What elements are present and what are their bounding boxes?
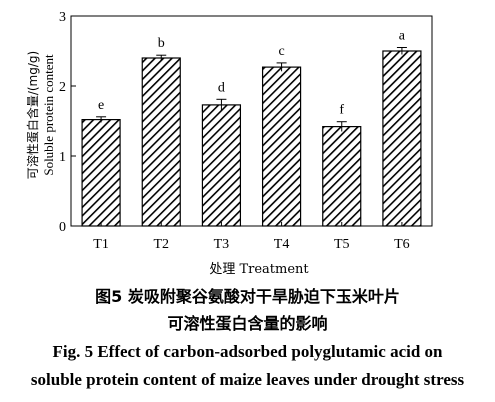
y-axis-label-chinese: 可溶性蛋白含量/(mg/g) [25,51,40,179]
x-axis-ticks: T1 T2 T3 T4 T5 T6 [93,222,410,252]
plot-frame [70,15,433,227]
significance-label-T1: e [98,98,104,113]
significance-label-T3: d [218,80,225,95]
y-tick-label: 1 [59,150,66,165]
bar-T2 [141,57,181,227]
caption-cn-line1: 图5 炭吸附聚谷氨酸对干旱胁迫下玉米叶片 [95,287,400,306]
plot-border [70,15,433,227]
bar-T6 [382,50,422,227]
caption-en-line2: soluble protein content of maize leaves … [30,370,465,389]
significance-label-T6: a [399,29,406,44]
x-tick-label-T3: T3 [214,237,230,252]
x-tick-label-T2: T2 [153,237,169,252]
caption-en-line1: Fig. 5 Effect of carbon-adsorbed polyglu… [52,342,443,361]
significance-label-T5: f [339,103,344,118]
x-tick-label-T5: T5 [334,237,350,252]
y-tick-label: 2 [59,80,66,95]
x-axis-label: 处理 Treatment [209,262,309,277]
significance-label-T4: c [278,44,284,59]
x-tick-label-T6: T6 [394,237,410,252]
y-tick-label: 3 [59,10,66,25]
error-bars [96,47,407,132]
caption-cn-line2: 可溶性蛋白含量的影响 [167,314,328,333]
bar-T1 [81,118,121,227]
x-tick-label-T4: T4 [274,237,290,252]
bar-T5 [322,125,362,227]
x-tick-label-T1: T1 [93,237,109,252]
y-tick-label: 0 [59,220,66,235]
bar-T4 [261,66,302,227]
bars [81,50,422,227]
significance-label-T2: b [158,36,165,51]
significance-labels: e b d c f a [98,29,406,118]
y-axis-ticks: 0 1 2 3 [59,10,76,235]
y-axis-label-english: Soluble protein content [41,54,56,176]
bar-T3 [201,104,242,227]
